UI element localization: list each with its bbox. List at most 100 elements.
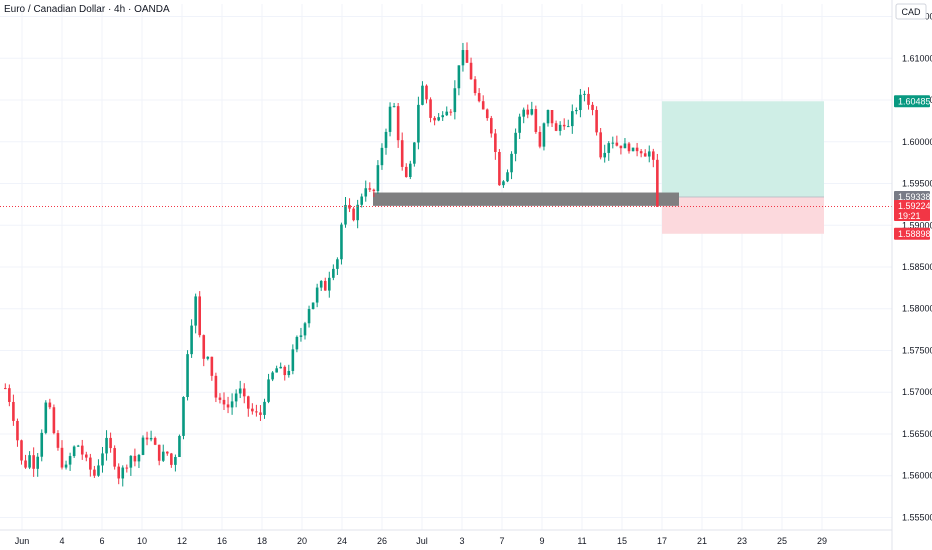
support-zone-rect[interactable] [373,192,679,206]
candle [364,188,368,197]
candle [514,132,517,154]
entry-price-label: 1.59338 [898,192,931,202]
candle [441,115,444,118]
candle [28,455,31,468]
candle [635,147,639,152]
x-tick-label: 4 [59,536,64,546]
candle [421,85,424,105]
x-tick-label: 6 [99,536,104,546]
x-tick-label: 24 [337,536,347,546]
candle [562,124,566,127]
y-tick-label: 1.58000 [902,304,932,314]
x-tick-label: 9 [539,536,544,546]
candle [457,65,461,89]
candle [36,456,39,469]
candle [97,465,100,476]
candle [178,435,181,458]
candle [72,446,76,457]
y-tick-label: 1.59000 [902,220,932,230]
position-tool[interactable] [662,101,824,234]
candle [275,368,278,373]
candle [461,50,465,66]
candle [56,433,60,448]
candle [283,366,287,376]
y-tick-label: 1.56000 [902,471,932,481]
candle [20,440,23,461]
x-tick-label: 18 [257,536,267,546]
candle [218,397,222,400]
candle [538,131,542,147]
candle [583,93,586,95]
candle [133,455,137,462]
y-tick-label: 1.56500 [902,429,932,439]
candle [24,460,27,468]
target-area[interactable] [662,101,824,198]
candle [32,455,35,469]
candle [445,111,449,116]
currency-button[interactable] [895,3,927,20]
candle [303,323,307,336]
candle [647,151,651,157]
y-tick-label: 1.60000 [902,137,932,147]
candle [206,356,210,359]
x-tick-label: 23 [737,536,747,546]
candle [469,62,473,80]
candle [425,85,428,100]
candle [477,93,481,102]
candle [161,451,165,461]
candles [4,42,659,487]
candle [453,88,457,113]
candle [400,140,404,167]
candle [89,457,92,470]
candle [40,432,44,457]
candle [530,109,534,115]
candle [145,437,149,440]
candle [473,79,477,94]
stop-area[interactable] [662,197,824,234]
candle [125,467,129,469]
candle [392,106,396,108]
candle [465,50,469,63]
candle [417,104,420,143]
candle [279,366,282,369]
y-tick-label: 1.59500 [902,179,932,189]
candle [149,437,153,440]
x-tick-label: 21 [697,536,707,546]
candle [599,132,602,158]
candle [336,259,339,269]
price-label-bg [894,95,930,108]
candle [295,336,299,350]
candle [611,142,615,144]
candle [198,296,201,336]
candle [639,151,643,154]
x-tick-label: 10 [137,536,147,546]
candle [490,118,493,134]
candle [182,397,185,436]
candle [60,447,64,468]
candle [554,123,558,131]
candle [267,379,270,402]
price-scale[interactable] [892,0,932,550]
candle [542,123,546,147]
y-tick-label: 1.57000 [902,387,932,397]
candle [101,453,104,466]
x-tick-label: Jun [15,536,30,546]
candle [579,94,582,111]
candle [409,163,412,177]
candle [12,401,15,421]
support-zone[interactable] [373,192,679,206]
candle [368,188,372,190]
price-label-bg [894,227,930,240]
candle [627,143,631,152]
candle [299,335,303,337]
candle [319,280,323,288]
candle [214,375,218,398]
candle [93,469,96,476]
candle [498,151,501,186]
candle [652,151,655,160]
candle [546,110,550,124]
candle [352,208,355,221]
candle [323,280,327,291]
candle [340,224,343,260]
